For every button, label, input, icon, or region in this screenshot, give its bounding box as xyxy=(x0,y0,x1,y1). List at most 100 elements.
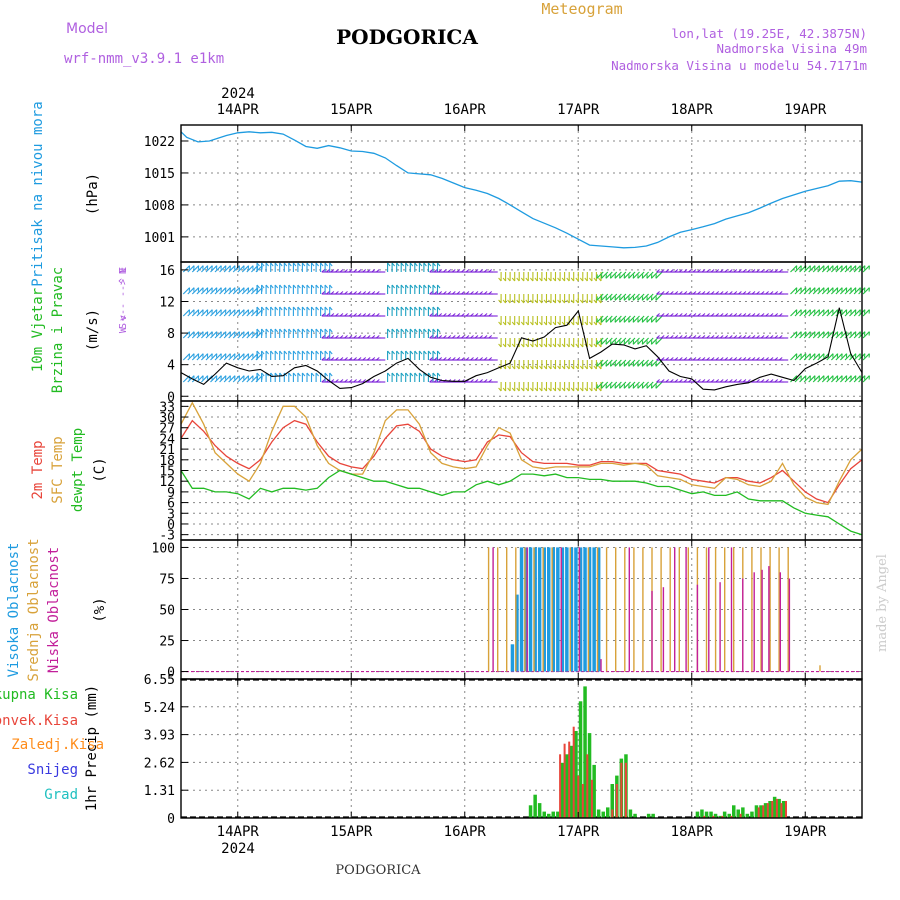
wind-arrow xyxy=(808,353,816,361)
wind-arrow-head xyxy=(738,313,742,317)
precip-bar-precip_total xyxy=(574,731,578,818)
precip-bar-precip_total xyxy=(732,805,736,818)
wind-arrow-head xyxy=(324,372,328,377)
wind-arrow-head xyxy=(534,277,538,282)
wind-arrow xyxy=(641,271,649,279)
wind-arrow xyxy=(596,359,604,367)
wind-arrow-head xyxy=(366,291,371,295)
wind-arrow xyxy=(246,375,254,383)
wind-arrow-head xyxy=(778,313,783,317)
wind-arrow xyxy=(632,381,640,389)
precip-bar-precip_total xyxy=(569,745,574,818)
wind-arrow-head xyxy=(357,357,362,361)
wind-arrow-head xyxy=(387,306,391,311)
wind-arrow xyxy=(799,331,807,339)
wind-arrow xyxy=(623,271,631,279)
wind-arrow-head xyxy=(315,372,319,377)
wind-arrow-head xyxy=(566,365,570,370)
wind-arrow-head xyxy=(747,357,751,361)
wind-arrow-head xyxy=(683,357,688,361)
cloud-bar-cloud_low xyxy=(600,659,602,672)
model-label: Model xyxy=(66,21,108,37)
wind-arrow-head xyxy=(751,335,756,339)
wind-arrow xyxy=(831,287,839,295)
wind-arrow-head xyxy=(339,357,344,361)
wind-arrow-head xyxy=(451,357,456,361)
wind-arrow-head xyxy=(530,365,534,370)
wind-arrow xyxy=(853,331,861,339)
wind-arrow xyxy=(232,287,240,295)
wind-arrow-head xyxy=(302,284,306,289)
pressure-axis-label: Pritisak na nivou mora xyxy=(30,101,46,286)
wind-arrow xyxy=(610,359,618,367)
wind-arrow-head xyxy=(688,291,692,295)
wind-arrow-head xyxy=(451,335,456,339)
wind-arrow-head xyxy=(344,357,348,361)
wind-arrow-head xyxy=(728,357,733,361)
wind-arrow xyxy=(641,359,649,367)
wind-arrow-head xyxy=(548,277,552,282)
cloud-bar-cloud_low xyxy=(742,578,744,672)
wind-arrow-head xyxy=(396,328,400,333)
precip-bar-precip_conv xyxy=(785,801,787,818)
wind-arrow-head xyxy=(375,291,380,295)
precip-bar-precip_conv xyxy=(721,815,724,818)
wind-arrow-head xyxy=(423,328,427,333)
wind-arrow-head xyxy=(760,313,765,317)
wind-arrow xyxy=(619,381,627,389)
wind-axis-label: 10m Vjetar xyxy=(30,288,46,372)
panel-frame-wind xyxy=(180,261,863,402)
tick-label-x-bottom: 16APR xyxy=(444,824,487,840)
frame-layer xyxy=(180,124,863,819)
wind-arrow xyxy=(853,265,861,273)
wind-arrow-head xyxy=(265,350,269,355)
wind-arrow-head xyxy=(348,291,353,295)
wind-arrow xyxy=(803,265,811,273)
wind-arrow xyxy=(655,315,663,323)
cloud-bar-cloud_low xyxy=(761,569,763,672)
precip-bar-precip_total xyxy=(651,813,655,818)
wind-arrow-head xyxy=(678,313,683,317)
wind-arrow xyxy=(610,271,618,279)
wind-arrow-head xyxy=(405,284,409,289)
wind-arrow-head xyxy=(339,291,344,295)
wind-arrow-head xyxy=(335,313,339,317)
wind-arrow-head xyxy=(566,387,570,392)
wind-arrow xyxy=(201,265,209,273)
cloud-bar-cloud_mid xyxy=(596,547,599,672)
wind-arrow xyxy=(596,337,604,345)
cloud-bar-cloud_mid xyxy=(524,547,526,672)
cloud-bar-cloud_low xyxy=(708,547,710,672)
wind-arrow-head xyxy=(344,335,348,339)
cloud-bar-cloud_high xyxy=(583,547,587,672)
wind-arrow-head xyxy=(339,313,344,317)
precip-bar-precip_total xyxy=(587,733,592,818)
wind-arrow-head xyxy=(589,387,593,392)
wind-arrow-head xyxy=(742,357,747,361)
wind-arrow xyxy=(831,309,839,317)
wind-arrow xyxy=(637,271,645,279)
wind-arrow xyxy=(794,265,802,273)
wind-arrow-head xyxy=(311,350,315,355)
tick-label-y: -3 xyxy=(159,529,175,544)
wind-arrow xyxy=(826,353,834,361)
wind-arrow-head xyxy=(765,357,769,361)
precip-bar-precip_conv xyxy=(611,809,614,818)
pressure-unit-label: (hPa) xyxy=(85,173,101,215)
wind-arrow xyxy=(601,337,609,345)
tick-label-y: 8 xyxy=(167,327,175,342)
wind-arrow xyxy=(191,309,200,317)
wind-arrow xyxy=(623,315,631,323)
wind-arrow-head xyxy=(326,313,330,317)
wind-arrow-head xyxy=(543,299,547,304)
wind-arrow xyxy=(812,309,820,317)
wind-arrow-head xyxy=(507,343,511,348)
wind-arrow-head xyxy=(279,306,283,311)
precip-bar-precip_total xyxy=(547,813,551,818)
wind-arrow-head xyxy=(366,313,371,317)
footer-label: PODGORICA xyxy=(335,863,421,878)
wind-arrow-head xyxy=(371,379,376,383)
precip-bar-precip_total xyxy=(633,813,637,818)
wind-arrow xyxy=(803,331,811,339)
tick-label-y: 25 xyxy=(159,635,175,650)
